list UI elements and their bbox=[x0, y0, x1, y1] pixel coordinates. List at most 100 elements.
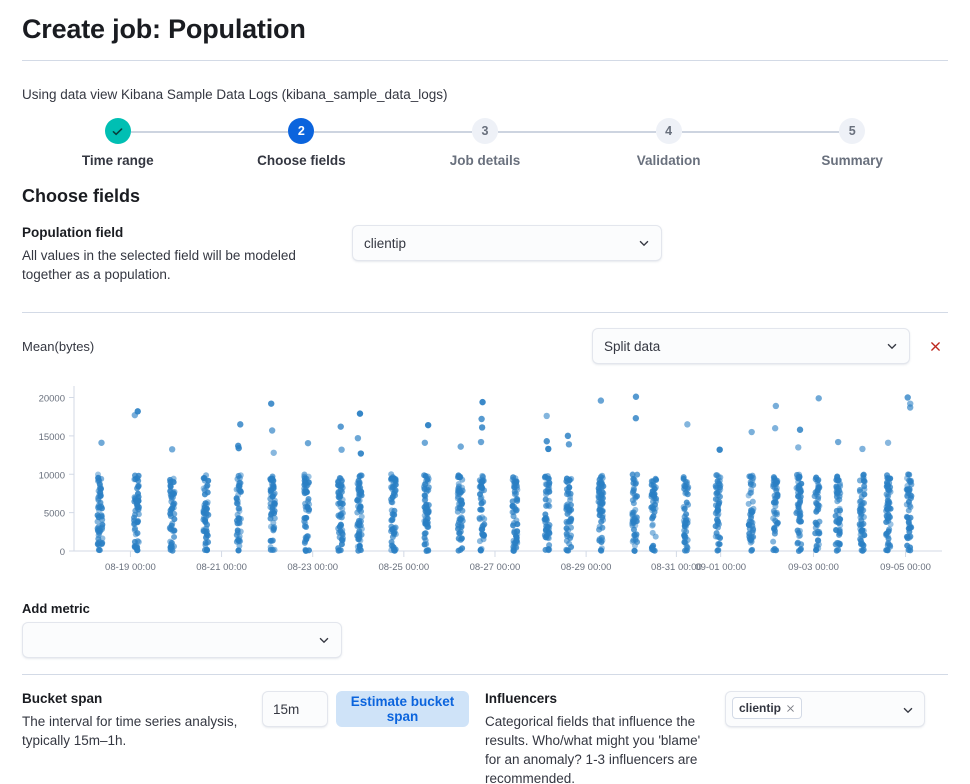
scatter-point bbox=[131, 476, 138, 483]
scatter-point bbox=[598, 481, 605, 488]
scatter-outlier-point bbox=[357, 450, 365, 457]
step-summary[interactable]: 5 Summary bbox=[760, 118, 944, 168]
x-tick-label: 08-23 00:00 bbox=[287, 562, 338, 573]
scatter-point bbox=[478, 506, 485, 513]
scatter-point bbox=[204, 521, 211, 528]
scatter-point bbox=[857, 503, 864, 510]
split-data-select[interactable]: Split data bbox=[592, 328, 910, 364]
scatter-point bbox=[392, 481, 399, 488]
scatter-point bbox=[883, 547, 890, 554]
scatter-point bbox=[338, 536, 345, 543]
scatter-point bbox=[683, 542, 690, 549]
scatter-point bbox=[860, 472, 867, 479]
scatter-point bbox=[422, 537, 429, 544]
scatter-point bbox=[168, 539, 175, 546]
step-validation[interactable]: 4 Validation bbox=[577, 118, 840, 168]
scatter-point bbox=[596, 523, 603, 530]
scatter-point bbox=[478, 494, 485, 501]
scatter-point bbox=[857, 531, 864, 538]
scatter-outlier-point bbox=[906, 404, 914, 411]
population-field-select[interactable]: clientip bbox=[352, 225, 662, 261]
scatter-outlier-point bbox=[772, 402, 780, 410]
scatter-point bbox=[545, 547, 552, 554]
scatter-point bbox=[797, 546, 804, 553]
scatter-outlier-point bbox=[421, 439, 429, 446]
scatter-outlier-point bbox=[771, 425, 779, 432]
influencers-combobox[interactable]: clientip bbox=[725, 691, 925, 727]
step-time-range[interactable]: Time range bbox=[26, 118, 289, 168]
scatter-point bbox=[203, 483, 210, 490]
scatter-point bbox=[513, 534, 520, 541]
scatter-point bbox=[649, 521, 656, 528]
y-tick-label: 20000 bbox=[39, 394, 65, 405]
scatter-point bbox=[134, 530, 141, 537]
step-job-details[interactable]: 3 Job details bbox=[393, 118, 656, 168]
scatter-outlier-point bbox=[98, 439, 105, 446]
scatter-point bbox=[356, 536, 363, 543]
scatter-outlier-point bbox=[684, 421, 691, 428]
scatter-point bbox=[905, 525, 912, 532]
scatter-point bbox=[715, 521, 722, 528]
scatter-point bbox=[95, 524, 102, 531]
influencer-pill[interactable]: clientip bbox=[732, 697, 803, 719]
add-metric-select[interactable] bbox=[22, 622, 342, 658]
scatter-outlier-point bbox=[834, 438, 842, 446]
scatter-point bbox=[391, 488, 398, 495]
scatter-point bbox=[95, 540, 102, 547]
scatter-point bbox=[514, 497, 521, 504]
scatter-point bbox=[563, 486, 570, 493]
scatter-point bbox=[631, 531, 638, 538]
bottom-settings: Bucket span The interval for time series… bbox=[22, 691, 948, 784]
scatter-point bbox=[98, 505, 105, 512]
scatter-point bbox=[714, 547, 721, 554]
scatter-point bbox=[267, 504, 274, 511]
scatter-point bbox=[457, 546, 464, 553]
scatter-point bbox=[420, 483, 427, 490]
scatter-point bbox=[171, 527, 178, 534]
influencers-label: Influencers bbox=[485, 691, 558, 706]
scatter-outlier-point bbox=[815, 395, 822, 402]
scatter-point bbox=[94, 518, 101, 525]
step-choose-fields[interactable]: 2 Choose fields bbox=[210, 118, 472, 168]
scatter-point bbox=[338, 482, 345, 489]
delete-detector-button[interactable] bbox=[922, 333, 948, 359]
scatter-point bbox=[132, 507, 139, 514]
scatter-point bbox=[456, 474, 463, 481]
scatter-outlier-point bbox=[457, 443, 464, 450]
scatter-point bbox=[885, 528, 892, 535]
scatter-point bbox=[861, 491, 868, 498]
scatter-point bbox=[680, 474, 687, 481]
bucket-span-block: Bucket span The interval for time series… bbox=[22, 691, 485, 784]
scatter-point bbox=[564, 510, 571, 517]
section-divider-bottom bbox=[22, 674, 948, 675]
scatter-point bbox=[836, 487, 843, 494]
scatter-point bbox=[716, 477, 723, 484]
scatter-point bbox=[794, 539, 801, 546]
scatter-point bbox=[388, 523, 395, 530]
scatter-point bbox=[681, 532, 688, 539]
scatter-point bbox=[837, 483, 844, 490]
scatter-point bbox=[681, 483, 688, 490]
scatter-point bbox=[887, 475, 894, 482]
chevron-down-icon bbox=[903, 707, 913, 714]
remove-influencer-icon[interactable] bbox=[786, 704, 795, 713]
scatter-point bbox=[388, 507, 395, 514]
scatter-point bbox=[479, 514, 486, 521]
scatter-point bbox=[835, 517, 842, 524]
step-connector bbox=[130, 131, 289, 133]
scatter-outlier-point bbox=[543, 412, 550, 420]
scatter-point bbox=[459, 500, 466, 507]
scatter-point bbox=[563, 502, 570, 509]
bucket-span-help: The interval for time series analysis, t… bbox=[22, 714, 238, 748]
scatter-point bbox=[712, 482, 719, 489]
estimate-bucket-span-button[interactable]: Estimate bucket span bbox=[336, 691, 469, 727]
scatter-point bbox=[630, 509, 637, 516]
scatter-point bbox=[512, 475, 519, 482]
scatter-point bbox=[545, 475, 552, 482]
population-field-value: clientip bbox=[364, 235, 407, 251]
add-metric-label: Add metric bbox=[22, 601, 90, 616]
scatter-point bbox=[567, 516, 574, 523]
scatter-point bbox=[746, 473, 753, 480]
section-title-choose-fields: Choose fields bbox=[22, 186, 141, 206]
bucket-span-input[interactable] bbox=[262, 691, 328, 727]
